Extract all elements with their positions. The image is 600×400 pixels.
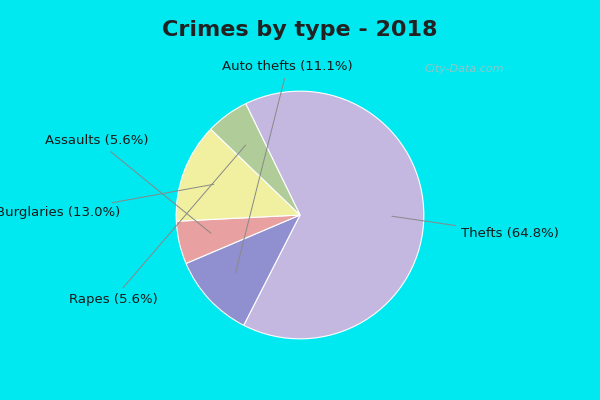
Wedge shape [186,215,300,325]
Wedge shape [176,129,300,221]
Text: Crimes by type - 2018: Crimes by type - 2018 [162,20,438,40]
Wedge shape [176,215,300,264]
Text: Thefts (64.8%): Thefts (64.8%) [392,216,559,240]
Wedge shape [211,104,300,215]
Text: City-Data.com: City-Data.com [425,64,505,74]
Text: Assaults (5.6%): Assaults (5.6%) [46,134,211,233]
Wedge shape [244,91,424,339]
Text: Auto thefts (11.1%): Auto thefts (11.1%) [223,60,353,273]
Text: Burglaries (13.0%): Burglaries (13.0%) [0,184,214,219]
Text: Rapes (5.6%): Rapes (5.6%) [69,145,245,306]
